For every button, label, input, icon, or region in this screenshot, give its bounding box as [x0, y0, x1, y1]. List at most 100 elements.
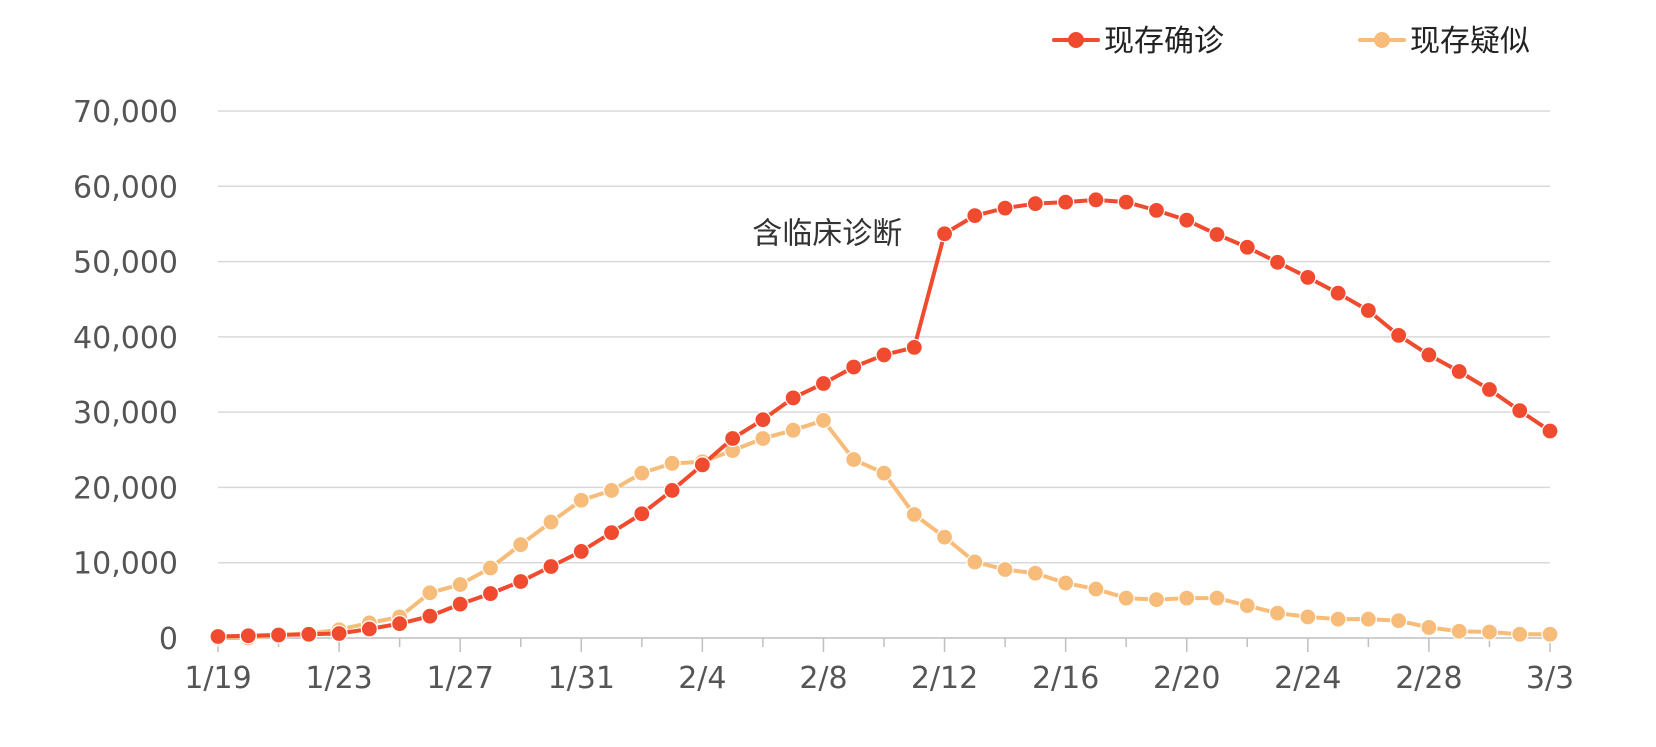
data-point — [875, 464, 893, 482]
data-point — [1057, 193, 1075, 211]
data-point — [1147, 201, 1166, 219]
data-point — [1450, 362, 1468, 381]
data-point — [481, 584, 500, 603]
legend-label: 现存疑似 — [1410, 24, 1530, 59]
x-tick-label: 2/24 — [1274, 661, 1341, 696]
data-point — [1268, 604, 1287, 622]
y-tick-label: 60,000 — [73, 170, 178, 205]
data-point — [1238, 238, 1256, 256]
y-tick-label: 20,000 — [73, 471, 178, 506]
data-point — [1178, 211, 1196, 229]
data-point — [451, 575, 469, 594]
data-point — [1511, 402, 1529, 420]
data-point — [1178, 589, 1196, 607]
data-point — [451, 595, 469, 613]
data-point — [1057, 574, 1075, 592]
y-axis-tick-labels: 0 10,000 20,000 30,000 40,000 50,000 60,000 70,… — [73, 95, 178, 657]
legend-label: 现存确诊 — [1104, 24, 1224, 59]
data-point — [845, 358, 863, 376]
data-point — [269, 626, 288, 644]
data-point — [633, 505, 651, 523]
data-point — [1087, 191, 1105, 209]
series-confirmed — [209, 191, 1559, 646]
data-point — [1329, 284, 1347, 302]
x-tick-label: 2/12 — [911, 661, 978, 696]
data-point — [663, 481, 681, 500]
x-axis: 1/19 1/23 1/27 1/31 2/4 2/8 2/12 2/16 2/20 2/24 2/… — [184, 637, 1574, 696]
data-point — [1480, 380, 1499, 399]
data-point — [966, 553, 984, 571]
data-point — [300, 625, 318, 643]
data-point — [966, 207, 984, 225]
data-point — [935, 528, 954, 546]
data-point — [1329, 610, 1347, 628]
data-point — [572, 491, 590, 509]
x-tick-label: 2/20 — [1153, 661, 1220, 696]
data-point — [754, 429, 772, 448]
x-tick-label: 1/27 — [426, 661, 493, 696]
y-tick-label: 0 — [159, 622, 178, 657]
data-point — [1117, 589, 1135, 607]
data-point — [542, 557, 560, 576]
data-point — [996, 199, 1014, 217]
annotations: 含临床诊断 — [752, 217, 902, 252]
data-point — [1359, 610, 1377, 628]
x-tick-label: 2/28 — [1395, 661, 1462, 696]
x-tick-label: 2/16 — [1032, 661, 1099, 696]
data-point — [1480, 623, 1499, 641]
data-point — [875, 346, 893, 364]
legend-marker — [1374, 32, 1390, 48]
data-point — [1541, 625, 1559, 643]
data-point — [1299, 608, 1317, 626]
data-point — [663, 454, 681, 472]
data-point — [512, 572, 530, 591]
grid-lines — [218, 110, 1550, 564]
data-point — [754, 411, 772, 429]
annotation-label: 含临床诊断 — [752, 217, 902, 252]
data-point — [1450, 622, 1468, 640]
data-point — [1359, 301, 1377, 320]
data-point — [1390, 326, 1408, 344]
legend-item-confirmed[interactable]: 现存确诊 — [1052, 24, 1224, 59]
data-point — [1026, 195, 1044, 213]
series-line — [216, 197, 1552, 639]
data-point — [360, 620, 378, 638]
data-point — [239, 627, 257, 645]
data-point — [421, 584, 439, 602]
x-tick-label: 2/8 — [799, 661, 847, 696]
data-point — [996, 560, 1014, 579]
data-point — [1420, 618, 1438, 637]
data-point — [1208, 589, 1226, 607]
data-point — [814, 374, 833, 393]
x-tick-label: 3/3 — [1526, 661, 1574, 696]
data-point — [1390, 612, 1408, 630]
x-tick-label: 2/4 — [678, 661, 726, 696]
data-point — [905, 505, 923, 524]
series-lines — [209, 191, 1559, 647]
data-point — [1026, 564, 1044, 582]
legend-item-suspected[interactable]: 现存疑似 — [1358, 24, 1530, 59]
data-point — [784, 389, 802, 407]
legend: 现存确诊 现存疑似 — [1052, 24, 1530, 59]
data-point — [633, 464, 651, 482]
data-point — [421, 607, 439, 625]
data-point — [542, 513, 560, 531]
data-point — [1147, 591, 1166, 609]
data-point — [572, 542, 590, 561]
data-point — [1238, 597, 1256, 615]
y-tick-label: 70,000 — [73, 95, 178, 130]
y-tick-label: 40,000 — [73, 321, 178, 356]
data-point — [330, 624, 348, 643]
x-tick-label: 1/19 — [184, 661, 251, 696]
data-point — [1268, 253, 1287, 271]
data-point — [814, 411, 833, 430]
data-point — [905, 338, 923, 356]
y-tick-label: 10,000 — [73, 547, 178, 582]
data-point — [1541, 422, 1559, 440]
data-point — [935, 225, 954, 243]
series-suspected — [209, 411, 1559, 647]
x-tick-label: 1/31 — [548, 661, 615, 696]
data-point — [481, 559, 500, 577]
data-point — [602, 481, 621, 500]
